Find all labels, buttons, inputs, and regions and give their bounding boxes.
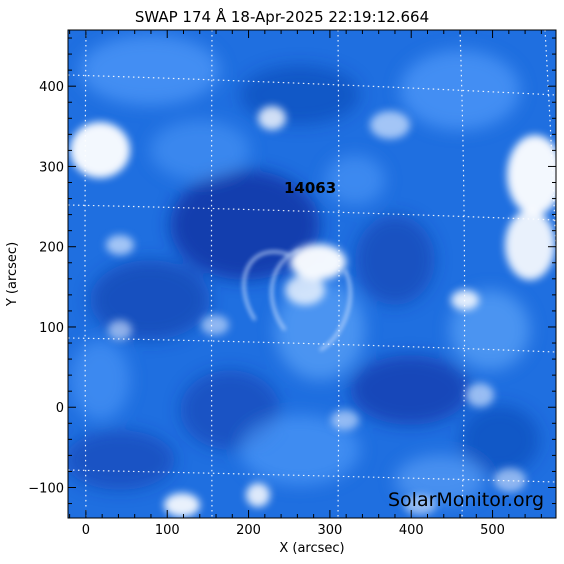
x-tick-label: 500 [480, 523, 505, 538]
x-tick-label: 100 [155, 523, 180, 538]
image-title: SWAP 174 Å 18-Apr-2025 22:19:12.664 [135, 7, 429, 26]
y-tick-label: 0 [56, 401, 64, 416]
x-axis-label: X (arcsec) [279, 541, 344, 556]
x-tick-label: 200 [236, 523, 261, 538]
x-tick-label: 300 [317, 523, 342, 538]
plot-frame [67, 29, 557, 519]
y-tick-label: 100 [39, 321, 64, 336]
active-region-label: 14063 [284, 179, 336, 197]
y-axis-ticks: −100 0 100 200 300 400 [28, 37, 556, 505]
y-tick-label: 200 [39, 241, 64, 256]
solarmonitor-watermark: SolarMonitor.org [388, 489, 544, 511]
y-tick-label: 400 [39, 80, 64, 95]
y-tick-label: −100 [28, 482, 64, 497]
y-axis-label: Y (arcsec) [5, 242, 20, 307]
x-axis-ticks: 0 100 200 300 400 500 [69, 30, 542, 538]
x-tick-label: 0 [82, 523, 90, 538]
coordinate-grid [68, 30, 556, 518]
solar-image: 14063 SolarMonitor.org [68, 30, 556, 518]
y-tick-label: 300 [39, 160, 64, 175]
x-tick-label: 400 [399, 523, 424, 538]
